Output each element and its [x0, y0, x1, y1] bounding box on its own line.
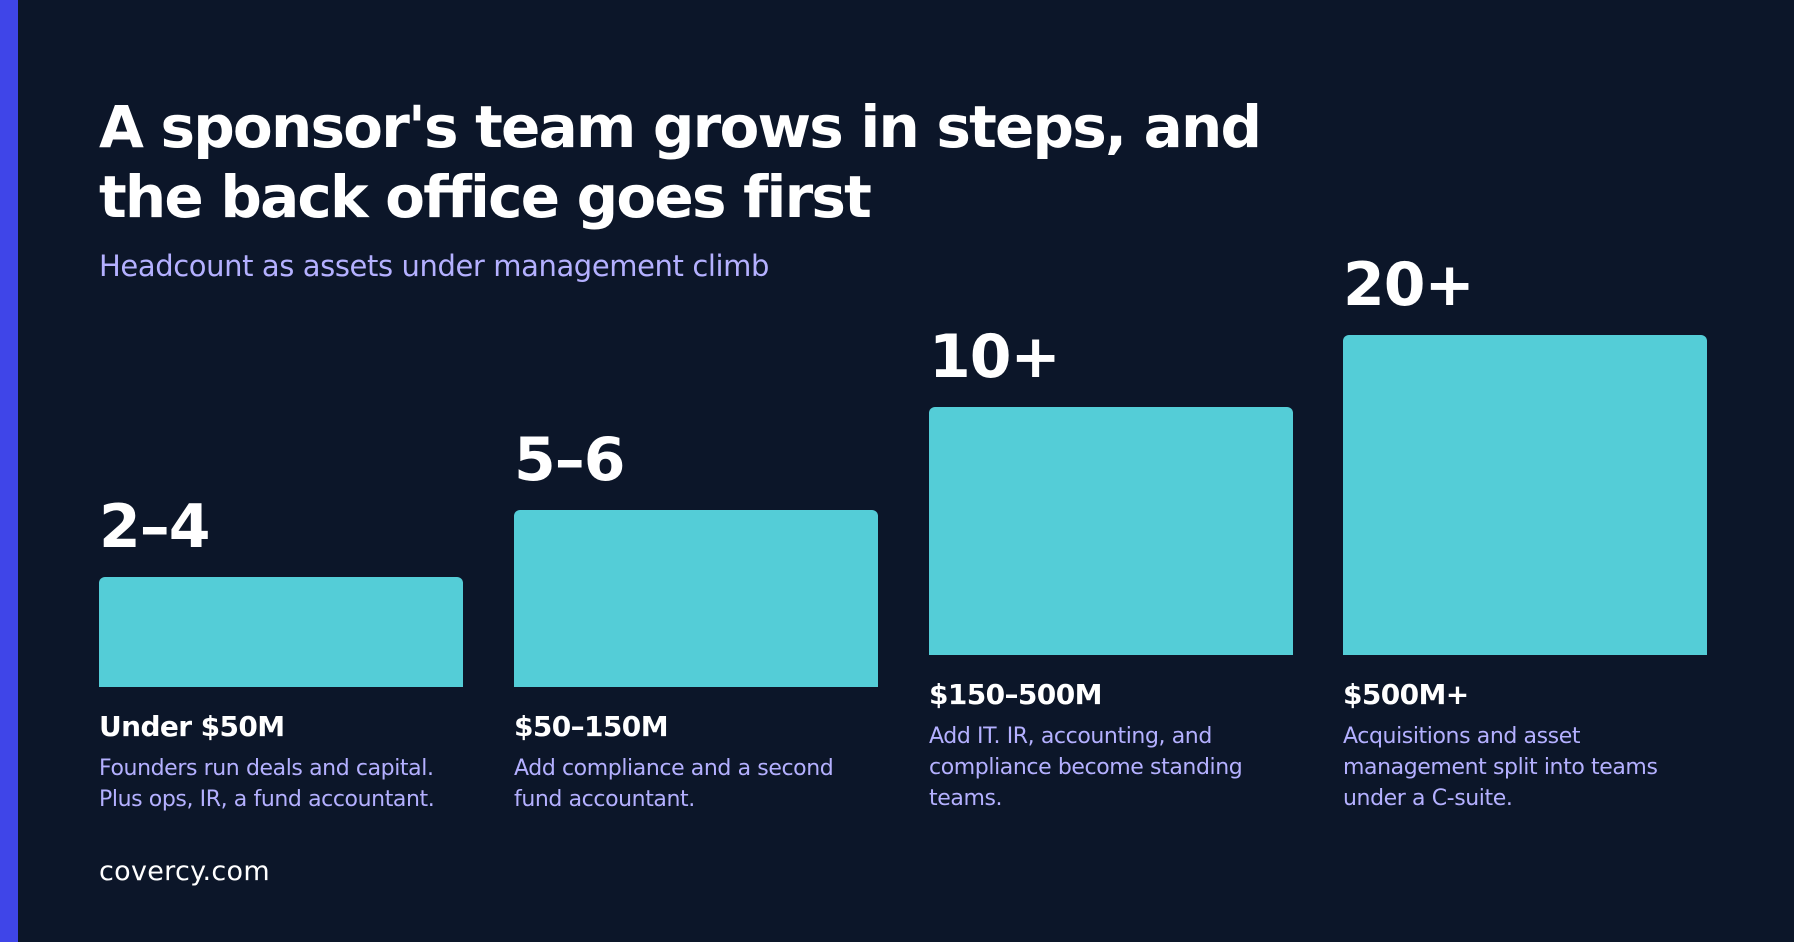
aum-tier-label: Under $50M — [99, 710, 285, 743]
tier-description: Founders run deals and capital. Plus ops… — [99, 756, 435, 812]
headcount-bar — [929, 407, 1293, 655]
chart-title: A sponsor's team grows in steps, and the… — [99, 93, 1262, 231]
headcount-bar — [99, 577, 463, 687]
headcount-label: 10+ — [929, 322, 1061, 392]
tier-description: Add IT. IR, accounting, and compliance b… — [929, 724, 1243, 811]
headcount-bar — [1343, 335, 1707, 655]
chart-subtitle: Headcount as assets under management cli… — [99, 249, 770, 283]
headcount-label: 2–4 — [99, 492, 210, 562]
headcount-bar — [514, 510, 878, 687]
footer-url: covercy.com — [99, 856, 270, 887]
headcount-label: 5–6 — [514, 425, 625, 495]
accent-stripe — [0, 0, 18, 942]
tier-description: Add compliance and a second fund account… — [514, 756, 834, 812]
aum-tier-label: $150–500M — [929, 678, 1102, 711]
tier-description: Acquisitions and asset management split … — [1343, 724, 1658, 811]
headcount-label: 20+ — [1343, 250, 1475, 320]
aum-tier-label: $500M+ — [1343, 678, 1469, 711]
aum-tier-label: $50–150M — [514, 710, 669, 743]
